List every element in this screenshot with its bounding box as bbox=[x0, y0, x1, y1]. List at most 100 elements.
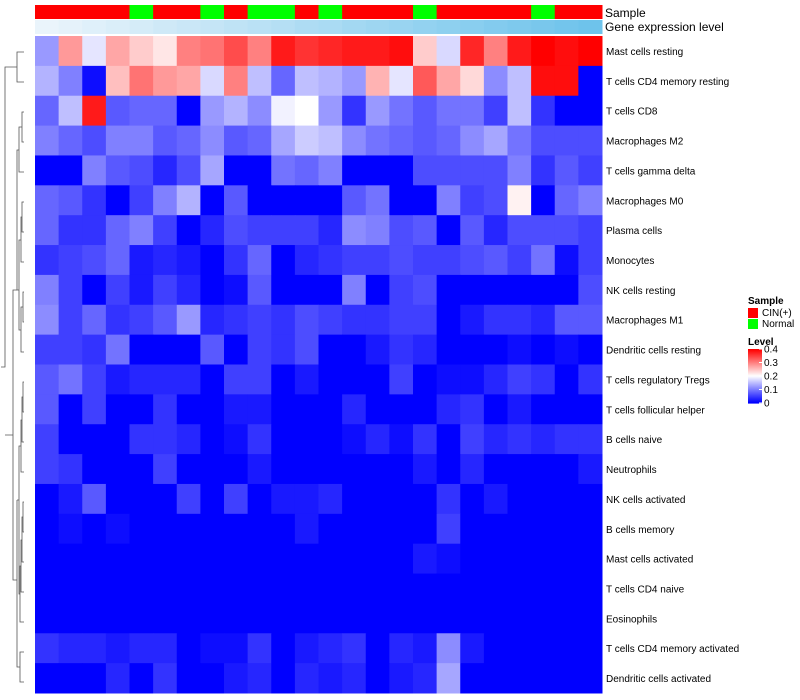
heatmap-cell bbox=[271, 334, 296, 365]
heatmap-cell bbox=[35, 155, 60, 186]
heatmap-cell bbox=[413, 424, 438, 455]
heatmap-cell bbox=[58, 215, 83, 246]
heatmap-cell bbox=[578, 424, 603, 455]
heatmap-cell bbox=[483, 394, 508, 425]
heatmap-cell bbox=[507, 543, 532, 575]
heatmap-cell bbox=[82, 36, 107, 67]
heatmap-cell bbox=[436, 215, 461, 246]
row-label: T cells CD4 memory resting bbox=[606, 77, 729, 88]
heatmap-cell bbox=[389, 274, 414, 306]
legend-gradient-step bbox=[748, 370, 762, 372]
heatmap-cell bbox=[365, 394, 390, 425]
heatmap-cell bbox=[247, 95, 272, 127]
heatmap-cell bbox=[554, 573, 579, 604]
dendrogram-branch bbox=[20, 291, 24, 353]
legend-gradient-step bbox=[748, 387, 762, 389]
expression-cell bbox=[554, 20, 579, 34]
heatmap-cell bbox=[35, 95, 60, 127]
heatmap-cell bbox=[247, 543, 272, 575]
heatmap-cell bbox=[342, 245, 367, 276]
heatmap-cell bbox=[460, 185, 485, 216]
heatmap-cell bbox=[224, 274, 249, 306]
heatmap-cell bbox=[436, 394, 461, 425]
heatmap-cell bbox=[578, 65, 603, 97]
heatmap-cell bbox=[460, 633, 485, 664]
heatmap-cell bbox=[176, 125, 201, 156]
heatmap-cell bbox=[318, 454, 343, 485]
heatmap-cell bbox=[200, 424, 225, 455]
heatmap-cell bbox=[58, 394, 83, 425]
legend-gradient-step bbox=[748, 393, 762, 395]
heatmap-cell bbox=[129, 633, 154, 664]
legend-gradient-step bbox=[748, 389, 762, 391]
heatmap-cell bbox=[413, 663, 438, 694]
heatmap-cell bbox=[224, 394, 249, 425]
heatmap-cell bbox=[271, 543, 296, 575]
heatmap-cell bbox=[294, 454, 319, 485]
heatmap-cell bbox=[531, 573, 556, 604]
legend-gradient-step bbox=[748, 383, 762, 385]
heatmap-cell bbox=[247, 334, 272, 365]
heatmap-cell bbox=[35, 274, 60, 306]
expression-level-annotation-track bbox=[35, 20, 603, 34]
heatmap-cell bbox=[153, 483, 178, 515]
legend-gradient-step bbox=[748, 358, 762, 360]
heatmap-cell bbox=[129, 95, 154, 127]
heatmap-cell bbox=[82, 543, 107, 575]
sample-annotation-track bbox=[35, 5, 603, 19]
heatmap-cell bbox=[129, 483, 154, 515]
heatmap-cell bbox=[224, 185, 249, 216]
heatmap-cell bbox=[436, 274, 461, 306]
heatmap-cell bbox=[153, 95, 178, 127]
heatmap-cell bbox=[460, 663, 485, 694]
heatmap-cell bbox=[129, 155, 154, 186]
legend-gradient-step bbox=[748, 382, 762, 384]
heatmap-cell bbox=[318, 65, 343, 97]
heatmap-cell bbox=[389, 65, 414, 97]
heatmap-cell bbox=[35, 125, 60, 156]
row-label: NK cells activated bbox=[606, 495, 685, 506]
heatmap-cell bbox=[578, 603, 603, 634]
heatmap-cell bbox=[200, 633, 225, 664]
heatmap-cell bbox=[342, 483, 367, 515]
row-label: Macrophages M1 bbox=[606, 316, 684, 327]
heatmap-cell bbox=[413, 573, 438, 604]
heatmap-cell bbox=[105, 663, 130, 694]
expression-cell bbox=[413, 20, 438, 34]
heatmap-cell bbox=[483, 573, 508, 604]
heatmap-cell bbox=[35, 185, 60, 216]
row-label: Eosinophils bbox=[606, 614, 657, 625]
legend-tick-label: 0 bbox=[764, 399, 770, 410]
heatmap-cell bbox=[365, 304, 390, 336]
heatmap-cell bbox=[35, 543, 60, 575]
expression-cell bbox=[224, 20, 249, 34]
heatmap-cell bbox=[176, 65, 201, 97]
heatmap-cell bbox=[58, 454, 83, 485]
heatmap-cell bbox=[413, 274, 438, 306]
sample-cell bbox=[554, 5, 579, 19]
heatmap-cell bbox=[224, 663, 249, 694]
heatmap-cell bbox=[507, 663, 532, 694]
heatmap-cell bbox=[436, 36, 461, 67]
heatmap-cell bbox=[554, 274, 579, 306]
heatmap-cell bbox=[58, 663, 83, 694]
heatmap-cell bbox=[153, 274, 178, 306]
legend-gradient-step bbox=[748, 369, 762, 371]
heatmap-cell bbox=[153, 424, 178, 455]
legend-sample-label: Normal bbox=[762, 319, 794, 330]
heatmap-cell bbox=[413, 304, 438, 336]
heatmap-cell bbox=[105, 394, 130, 425]
heatmap-cell bbox=[318, 394, 343, 425]
heatmap-cell bbox=[318, 274, 343, 306]
heatmap-cell bbox=[318, 543, 343, 575]
legend-gradient-step bbox=[748, 385, 762, 387]
heatmap-cell bbox=[294, 334, 319, 365]
heatmap-cell bbox=[460, 334, 485, 365]
heatmap-cell bbox=[365, 364, 390, 395]
heatmap-cell bbox=[436, 603, 461, 634]
heatmap-cell bbox=[531, 513, 556, 545]
legend-gradient-step bbox=[748, 365, 762, 367]
heatmap-cell bbox=[365, 36, 390, 67]
heatmap-cell bbox=[318, 185, 343, 216]
heatmap-cell bbox=[507, 215, 532, 246]
